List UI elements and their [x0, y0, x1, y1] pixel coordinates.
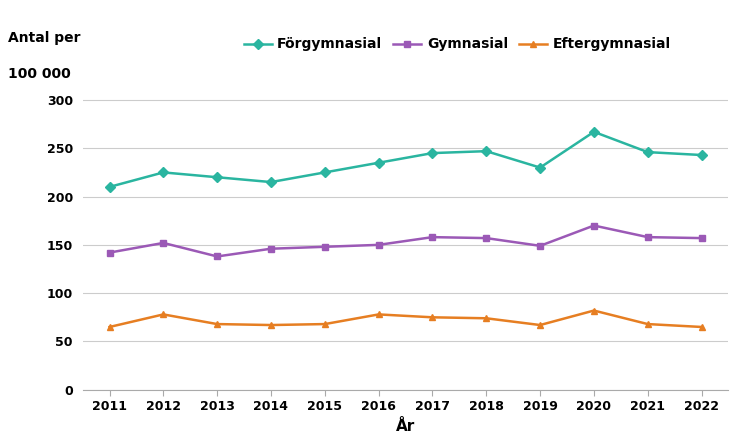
Eftergymnasial	[213, 321, 222, 327]
Förgymnasial	[590, 129, 599, 134]
Eftergymnasial	[535, 323, 544, 328]
Text: 100 000: 100 000	[8, 67, 71, 81]
Förgymnasial	[482, 148, 491, 154]
Gymnasial	[644, 234, 653, 240]
Eftergymnasial	[482, 315, 491, 321]
Förgymnasial	[158, 170, 167, 175]
Förgymnasial	[213, 175, 222, 180]
Eftergymnasial	[697, 324, 706, 330]
Gymnasial	[535, 243, 544, 249]
Förgymnasial	[535, 165, 544, 170]
Gymnasial	[158, 240, 167, 246]
Förgymnasial	[105, 184, 114, 190]
Förgymnasial	[644, 150, 653, 155]
Gymnasial	[590, 223, 599, 228]
Förgymnasial	[428, 151, 437, 156]
Gymnasial	[428, 234, 437, 240]
Line: Eftergymnasial: Eftergymnasial	[106, 307, 705, 331]
Line: Gymnasial: Gymnasial	[106, 222, 705, 260]
Gymnasial	[697, 235, 706, 241]
Text: Antal per: Antal per	[8, 31, 80, 45]
Gymnasial	[213, 254, 222, 259]
X-axis label: År: År	[396, 419, 415, 434]
Gymnasial	[482, 235, 491, 241]
Eftergymnasial	[158, 312, 167, 317]
Eftergymnasial	[105, 324, 114, 330]
Legend: Förgymnasial, Gymnasial, Eftergymnasial: Förgymnasial, Gymnasial, Eftergymnasial	[238, 32, 676, 57]
Förgymnasial	[374, 160, 383, 165]
Eftergymnasial	[428, 314, 437, 320]
Eftergymnasial	[374, 312, 383, 317]
Gymnasial	[267, 246, 276, 251]
Line: Förgymnasial: Förgymnasial	[106, 129, 705, 190]
Eftergymnasial	[644, 321, 653, 327]
Förgymnasial	[697, 152, 706, 158]
Gymnasial	[105, 250, 114, 255]
Gymnasial	[374, 242, 383, 248]
Gymnasial	[320, 244, 329, 250]
Eftergymnasial	[267, 323, 276, 328]
Förgymnasial	[320, 170, 329, 175]
Eftergymnasial	[590, 308, 599, 313]
Förgymnasial	[267, 179, 276, 185]
Eftergymnasial	[320, 321, 329, 327]
